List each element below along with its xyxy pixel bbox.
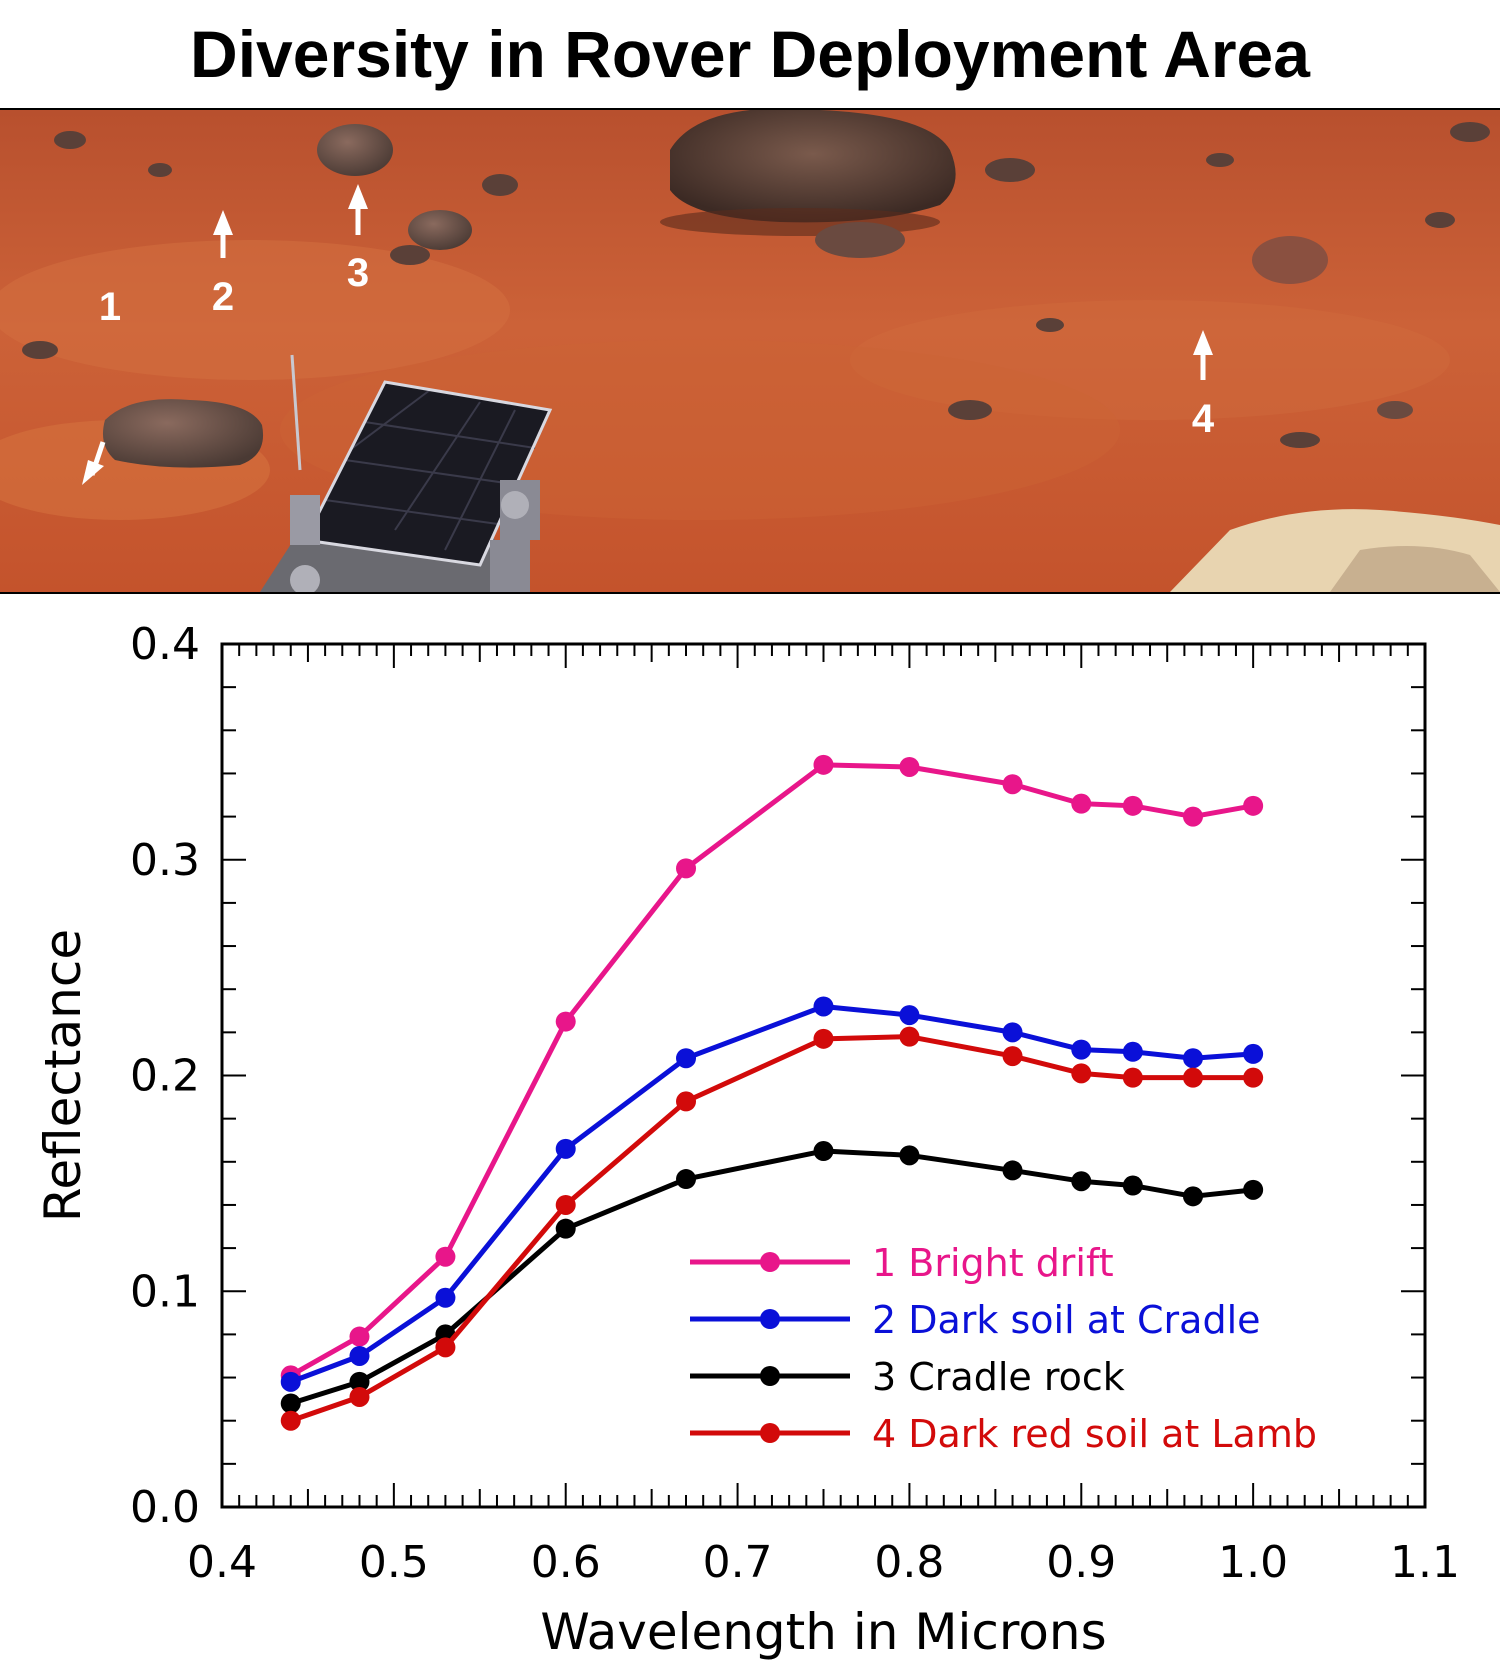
series-line [289,1148,1254,1406]
data-point [1243,1067,1264,1088]
marker-3-label: 3 [347,251,369,295]
legend-marker [760,1423,780,1443]
data-point [1182,1067,1203,1088]
data-point [1071,1171,1092,1192]
data-point [1182,806,1203,827]
legend-label: 3 Cradle rock [872,1355,1125,1399]
legend-label: 4 Dark red soil at Lamb [872,1412,1317,1456]
x-tick-label: 1.0 [1218,1537,1288,1588]
x-tick-label: 0.6 [531,1537,601,1588]
series-line [289,762,1254,1378]
data-point [1122,1041,1143,1062]
legend-marker [760,1366,780,1386]
data-point [676,1048,697,1069]
marker-2: 2 [212,210,234,319]
data-point [899,1005,920,1026]
data-point [1182,1048,1203,1069]
marker-1: 1 [82,285,121,485]
data-point [349,1371,370,1392]
data-point [435,1246,456,1267]
data-point [676,858,697,879]
data-point [555,1011,576,1032]
x-tick-label: 0.4 [187,1537,257,1588]
x-axis-label: Wavelength in Microns [540,1603,1106,1661]
x-tick-label: 0.8 [874,1537,944,1588]
y-tick-label: 0.3 [130,835,200,886]
y-tick-label: 0.1 [130,1266,200,1317]
data-point [555,1194,576,1215]
series-line [289,1003,1254,1385]
data-point [899,1026,920,1047]
data-point [1071,1039,1092,1060]
data-point [813,1028,834,1049]
data-point [1243,1043,1264,1064]
data-point [555,1138,576,1159]
legend-item-3: 3 Cradle rock [690,1355,1125,1399]
data-point [435,1337,456,1358]
series-1 [280,754,1264,1386]
marker-4-label: 4 [1192,397,1215,441]
legend-item-2: 2 Dark soil at Cradle [690,1298,1261,1342]
legend-item-4: 4 Dark red soil at Lamb [690,1412,1317,1456]
data-point [813,996,834,1017]
y-tick-label: 0.4 [130,619,200,670]
tick-labels: 0.4 0.5 0.6 0.7 0.8 0.9 1.0 1.1 0.0 0.1 0.2 0.3 0.4 [130,619,1460,1588]
data-point [1243,1179,1264,1200]
data-point [1002,1046,1023,1067]
plot-frame [220,642,1427,1509]
x-tick-label: 1.1 [1390,1537,1460,1588]
data-point [280,1371,301,1392]
y-tick-label: 0.0 [130,1482,200,1533]
data-point [676,1091,697,1112]
marker-2-label: 2 [212,275,234,319]
data-point [1122,795,1143,816]
data-point [899,1145,920,1166]
x-tick-label: 0.5 [359,1537,429,1588]
chart-svg: 0.4 0.5 0.6 0.7 0.8 0.9 1.0 1.1 0.0 0.1 0.2 0.30.4 … [34,619,1460,1661]
reflectance-chart: 0.4 0.5 0.6 0.7 0.8 0.9 1.0 1.1 0.0 0.1 0.2 0.3 0.4 … [0,592,1500,1677]
data-point [1243,795,1264,816]
data-point [813,754,834,775]
data-point [349,1326,370,1347]
legend: 1 Bright drift 2 Dark soil at Cradle 3 Cra… [690,1241,1317,1456]
legend-marker [760,1309,780,1329]
y-tick-label: 0.2 [130,1051,200,1102]
legend-marker [760,1252,780,1272]
data-point [1002,774,1023,795]
x-tick-label: 0.9 [1046,1537,1116,1588]
series-3 [280,1141,1264,1414]
data-point [899,756,920,777]
series-2 [280,996,1264,1392]
mars-surface-photo: 1 2 3 4 [0,108,1500,594]
data-point [676,1169,697,1190]
series-line [289,1034,1254,1424]
data-point [1071,793,1092,814]
data-point [280,1393,301,1414]
mars-surface-image: 1 2 3 4 [0,110,1500,592]
data-point [1182,1186,1203,1207]
data-point [1002,1022,1023,1043]
data-point [349,1345,370,1366]
marker-4: 4 [1192,330,1215,441]
marker-1-label: 1 [99,285,121,329]
data-point [1122,1067,1143,1088]
legend-label: 1 Bright drift [872,1241,1114,1285]
legend-item-1: 1 Bright drift [690,1241,1114,1285]
x-tick-label: 0.7 [703,1537,773,1588]
series-layer [280,754,1264,1431]
data-point [813,1141,834,1162]
y-axis-label: Reflectance [34,929,92,1222]
data-point [555,1218,576,1239]
data-point [1122,1175,1143,1196]
data-point [1071,1063,1092,1084]
data-point [435,1287,456,1308]
legend-label: 2 Dark soil at Cradle [872,1298,1261,1342]
data-point [1002,1160,1023,1181]
page-title: Diversity in Rover Deployment Area [190,17,1310,91]
marker-3: 3 [347,184,369,295]
data-point [349,1386,370,1407]
data-point [280,1410,301,1431]
series-4 [280,1026,1264,1431]
